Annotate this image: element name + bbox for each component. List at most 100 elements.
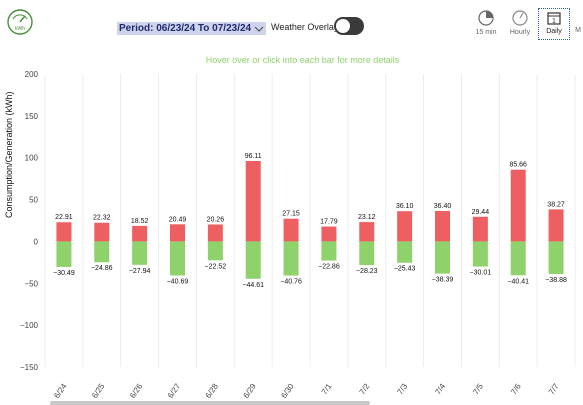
negative-bar[interactable] <box>359 241 375 266</box>
negative-data-label: −40.41 <box>507 278 529 285</box>
toggle-knob <box>336 19 350 33</box>
x-tick-label: 7/5 <box>471 382 485 397</box>
negative-bar[interactable] <box>170 241 185 276</box>
view-monthly-button[interactable]: M <box>572 8 583 40</box>
negative-bar[interactable] <box>472 241 488 267</box>
positive-bar[interactable] <box>472 216 488 242</box>
negative-data-label: −44.61 <box>242 282 264 289</box>
view-daily-button[interactable]: 1 Daily <box>538 8 570 40</box>
positive-bar[interactable] <box>359 222 375 242</box>
kwh-meter-icon: kWh <box>7 9 33 35</box>
gauge-icon <box>512 10 528 26</box>
negative-bar[interactable] <box>321 241 337 261</box>
x-tick-label: 6/29 <box>242 382 259 400</box>
negative-bar[interactable] <box>397 241 413 263</box>
y-tick-label: 200 <box>25 70 39 79</box>
period-selector[interactable]: Period: 06/23/24 To 07/23/24 <box>117 22 267 35</box>
positive-data-label: 96.11 <box>245 153 262 160</box>
clock-icon <box>478 10 494 26</box>
positive-bar[interactable] <box>283 218 299 242</box>
positive-bar[interactable] <box>132 225 148 242</box>
negative-bar[interactable] <box>132 241 148 265</box>
view-15min-label: 15 min <box>475 29 497 36</box>
x-tick-label: 6/26 <box>128 382 145 400</box>
positive-bar[interactable] <box>94 222 110 242</box>
positive-bar[interactable] <box>321 226 337 242</box>
negative-data-label: −24.86 <box>91 265 113 272</box>
horizontal-scrollbar[interactable] <box>50 401 370 405</box>
negative-bar[interactable] <box>56 241 72 267</box>
negative-bar[interactable] <box>207 241 223 261</box>
calendar-day-icon: 1 <box>547 12 561 25</box>
y-tick-label: 150 <box>25 112 39 121</box>
positive-bar[interactable] <box>170 224 185 242</box>
positive-data-label: 36.40 <box>434 203 452 210</box>
y-tick-label: 50 <box>29 196 38 205</box>
positive-bar[interactable] <box>245 160 261 242</box>
negative-data-label: −30.01 <box>470 270 492 277</box>
negative-data-label: −27.94 <box>129 268 151 275</box>
x-tick-label: 6/24 <box>52 382 69 400</box>
negative-bar[interactable] <box>283 241 299 276</box>
negative-data-label: −28.23 <box>356 268 378 275</box>
negative-data-label: −38.39 <box>432 277 454 284</box>
positive-bar[interactable] <box>56 222 72 242</box>
y-tick-label: −50 <box>24 279 38 288</box>
positive-data-label: 22.91 <box>55 214 73 221</box>
logo-text: kWh <box>15 26 25 32</box>
negative-bar[interactable] <box>435 241 450 274</box>
period-label: Period: 06/23/24 To 07/23/24 <box>119 23 252 34</box>
positive-data-label: 18.52 <box>131 218 149 225</box>
positive-bar[interactable] <box>207 224 223 242</box>
positive-bar[interactable] <box>435 210 450 242</box>
y-tick-label: 100 <box>25 154 39 163</box>
positive-data-label: 20.26 <box>207 216 225 223</box>
positive-bar[interactable] <box>397 211 413 242</box>
x-tick-label: 6/25 <box>90 382 107 400</box>
y-tick-label: −150 <box>20 363 39 372</box>
positive-data-label: 27.15 <box>282 211 300 218</box>
x-tick-label: 7/3 <box>396 382 410 397</box>
positive-data-label: 85.66 <box>509 162 527 169</box>
positive-bar[interactable] <box>548 209 564 242</box>
positive-data-label: 17.79 <box>320 219 338 226</box>
x-tick-label: 7/6 <box>509 382 523 397</box>
consumption-chart: 200 150 100 50 0 −50 −100 −150 22.91 −30.49 6/24 22… <box>20 70 576 400</box>
negative-data-label: −22.86 <box>318 264 340 271</box>
positive-data-label: 23.12 <box>358 214 376 221</box>
positive-bar[interactable] <box>510 169 526 242</box>
x-tick-label: 6/30 <box>279 382 296 400</box>
y-tick-label: −100 <box>20 321 39 330</box>
x-tick-label: 6/27 <box>166 382 183 400</box>
toolbar: kWh Period: 06/23/24 To 07/23/24 Weather… <box>0 0 583 46</box>
negative-data-label: −25.43 <box>394 266 416 273</box>
negative-bar[interactable] <box>548 241 564 274</box>
positive-data-label: 38.27 <box>547 201 565 208</box>
x-tick-label: 6/28 <box>204 382 221 400</box>
positive-data-label: 22.32 <box>93 215 111 222</box>
x-tick-label: 7/7 <box>547 382 561 397</box>
hover-hint: Hover over or click into each bar for mo… <box>205 55 400 65</box>
view-monthly-label: M <box>575 27 581 34</box>
svg-text:1: 1 <box>552 18 556 25</box>
negative-data-label: −40.76 <box>280 279 302 286</box>
x-tick-label: 7/4 <box>433 382 447 397</box>
x-tick-label: 7/2 <box>358 382 372 397</box>
view-hourly-label: Hourly <box>509 29 531 36</box>
negative-bar[interactable] <box>510 241 526 276</box>
negative-bar[interactable] <box>245 241 261 279</box>
chevron-down-icon <box>254 26 264 32</box>
view-15min-button[interactable]: 15 min <box>470 8 502 40</box>
positive-data-label: 36.10 <box>396 203 414 210</box>
negative-data-label: −38.88 <box>545 277 567 284</box>
view-hourly-button[interactable]: Hourly <box>504 8 536 40</box>
calendar-month-icon <box>572 10 583 24</box>
positive-data-label: 29.44 <box>472 209 490 216</box>
y-tick-label: 0 <box>34 237 39 246</box>
x-tick-label: 7/1 <box>320 382 334 397</box>
negative-data-label: −30.49 <box>53 270 75 277</box>
view-daily-label: Daily <box>546 28 562 35</box>
negative-data-label: −40.69 <box>167 278 189 285</box>
negative-bar[interactable] <box>94 241 110 263</box>
weather-overlay-toggle[interactable] <box>334 17 364 35</box>
